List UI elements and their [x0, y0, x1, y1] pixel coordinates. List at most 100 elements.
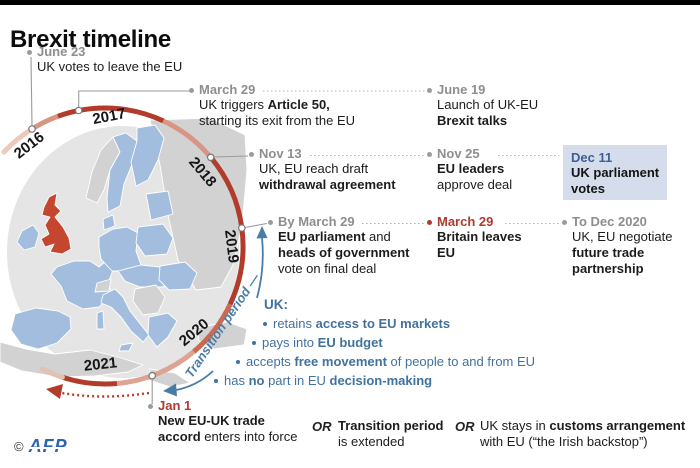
map-balkans [132, 284, 166, 316]
event-jan1: Jan 1 New EU-UK trade accord enters into … [148, 399, 297, 445]
copyright-symbol: © [14, 438, 24, 454]
event-date: Nov 25 [427, 147, 512, 161]
event-body: UK parliament votes [571, 165, 660, 196]
bullet-icon [214, 378, 218, 383]
bullet-icon [148, 403, 153, 409]
marker-2018 [206, 153, 215, 162]
map-italy [100, 288, 150, 343]
event-body: Launch of UK-EU Brexit talks [437, 97, 539, 128]
transition-item-4: has no part in EU decision-making [214, 373, 432, 388]
connector-june23 [30, 56, 33, 127]
event-date: March 29 [427, 215, 522, 229]
event-dec11-highlight: Dec 11 UK parliament votes [563, 145, 667, 200]
map-north-africa [0, 341, 144, 378]
year-label-2017: 2017 [91, 105, 127, 128]
event-march29-exit: March 29 Britain leaves EU [427, 215, 522, 261]
source-credit: © AFP [14, 436, 70, 456]
event-by-march29: By March 29 EU parliament and heads of go… [268, 215, 409, 277]
transition-end-arrowhead-icon [163, 383, 177, 397]
marker-2019 [238, 224, 246, 232]
or-label-2: OR [455, 419, 475, 434]
year-label-2016: 2016 [11, 128, 48, 162]
arc-seg-2018 [162, 118, 213, 159]
event-date: Jan 1 [148, 399, 297, 413]
event-body: UK, EU reach draft withdrawal agreement [259, 161, 396, 192]
bullet-icon [27, 49, 32, 55]
connector-nov13 [213, 155, 249, 158]
map-switzerland [94, 278, 112, 293]
bullet-icon [427, 219, 432, 225]
bullet-icon [562, 219, 567, 225]
bullet-icon [263, 321, 267, 326]
map-poland [135, 223, 174, 257]
event-body: EU parliament and heads of government vote… [278, 229, 410, 276]
marker-2017 [74, 106, 83, 115]
event-body: UK, EU negotiate future trade partnership [572, 229, 673, 276]
map-uk [40, 192, 72, 255]
afp-logo: AFP [26, 436, 70, 456]
event-body: New EU-UK trade accord enters into force [158, 413, 298, 444]
transition-item-1: retains access to EU markets [263, 316, 450, 331]
bullet-icon [236, 359, 240, 364]
event-to-dec2020: To Dec 2020 UK, EU negotiate future trade… [562, 215, 672, 277]
map-finland [130, 124, 165, 187]
leader-lines [263, 90, 561, 224]
event-article50: March 29 UK triggers Article 50, starting… [189, 83, 355, 129]
transition-end-arrow [175, 370, 214, 391]
arc-seg-2021 [116, 349, 196, 386]
event-june19: June 19 Launch of UK-EU Brexit talks [427, 83, 538, 129]
transition-item-3: accepts free movement of people to and f… [236, 354, 535, 369]
marker-2021 [148, 371, 157, 380]
transition-heading: UK: [264, 297, 288, 312]
map-ireland [16, 224, 40, 251]
page-title: Brexit timeline [10, 26, 171, 54]
transition-start-arrowhead-icon [256, 226, 268, 239]
event-date: Dec 11 [571, 150, 613, 165]
bullet-icon [249, 151, 254, 157]
top-bar [0, 0, 700, 5]
connector-bymarch29 [244, 222, 268, 229]
event-body: UK votes to leave the EU [37, 59, 183, 74]
bullet-icon [189, 87, 194, 93]
bullet-icon [252, 340, 256, 345]
map-france [50, 260, 114, 310]
future-dotted-arrow [61, 391, 150, 398]
event-date: Nov 13 [249, 147, 396, 161]
map-iberia [10, 307, 72, 350]
map-sicily [118, 342, 134, 352]
map-romania-bulgaria [158, 261, 198, 291]
event-nov13: Nov 13 UK, EU reach draft withdrawal agre… [249, 147, 396, 193]
event-date: By March 29 [268, 215, 409, 229]
map-sweden [106, 132, 138, 213]
arc-seg-fade-out [39, 366, 65, 380]
marker-2016 [28, 125, 36, 133]
future-arrowhead-icon [46, 384, 63, 399]
event-body: UK triggers Article 50, starting its exit… [199, 97, 356, 128]
arc-seg-bottom [61, 374, 118, 387]
year-label-2021: 2021 [83, 354, 118, 374]
event-date: March 29 [189, 83, 355, 97]
event-body: EU leaders approve deal [437, 161, 513, 192]
map-denmark [102, 214, 116, 231]
bullet-icon [268, 219, 273, 225]
map-sardinia [96, 310, 105, 330]
alternative-extension: Transition period is extended [338, 418, 443, 450]
event-date: To Dec 2020 [562, 215, 672, 229]
year-label-2019: 2019 [221, 229, 242, 264]
event-body: Transition period is extended [338, 418, 444, 449]
arc-seg-2016 [30, 113, 59, 132]
or-label-1: OR [312, 419, 332, 434]
transition-start-arrow [256, 237, 264, 299]
arc-seg-2020 [192, 303, 233, 354]
event-date: June 23 [27, 45, 182, 59]
alternative-backstop: UK stays in customs arrangement with EU (… [480, 418, 685, 450]
bullet-icon [427, 87, 432, 93]
connector-article50 [78, 90, 190, 108]
arc-event-markers [28, 106, 246, 380]
map-greece [147, 312, 178, 348]
transition-item-2: pays into EU budget [252, 335, 383, 350]
connector-lines [30, 56, 268, 404]
event-june23: June 23 UK votes to leave the EU [27, 45, 182, 75]
event-date: June 19 [427, 83, 538, 97]
